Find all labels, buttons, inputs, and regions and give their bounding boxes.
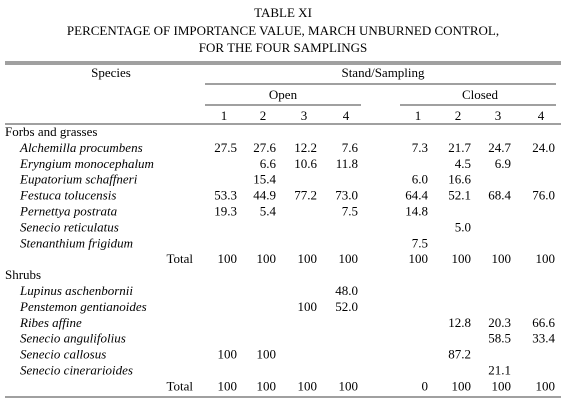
cell: 7.5 (342, 204, 358, 219)
cell: 19.3 (214, 204, 237, 219)
cell: 6.6 (260, 156, 277, 171)
total-label: Total (166, 378, 193, 393)
cell: 100 (409, 251, 429, 266)
species-name: Eryngium monocephalum (19, 156, 154, 171)
cell: 64.4 (405, 188, 428, 203)
sampling-header: 1 (221, 108, 228, 123)
cell: 7.6 (342, 140, 359, 155)
species-name: Pernettya postrata (19, 204, 118, 219)
cell: 100 (452, 378, 472, 393)
cell: 100 (536, 378, 556, 393)
column-header: Stand/Sampling (341, 65, 425, 80)
cell: 100 (257, 251, 277, 266)
cell: 44.9 (253, 188, 276, 203)
cell: 100 (536, 251, 556, 266)
cell: 77.2 (294, 188, 317, 203)
cell: 53.3 (214, 188, 237, 203)
section-header: Forbs and grasses (5, 124, 97, 139)
column-header: Species (91, 65, 131, 80)
species-name: Eupatorium schaffneri (19, 172, 138, 187)
cell: 100 (298, 251, 318, 266)
species-name: Alchemilla procumbens (19, 140, 143, 155)
cell: 5.4 (260, 204, 277, 219)
species-name: Stenanthium frigidum (20, 235, 133, 250)
cell: 52.1 (448, 188, 471, 203)
cell: 24.0 (532, 140, 555, 155)
species-name: Senecio angulifolius (20, 331, 126, 346)
cell: 100 (257, 347, 277, 362)
total-label: Total (166, 251, 193, 266)
cell: 16.6 (448, 172, 471, 187)
cell: 21.1 (488, 363, 511, 378)
cell: 5.0 (455, 219, 471, 234)
sampling-header: 1 (415, 108, 422, 123)
cell: 21.7 (448, 140, 471, 155)
sampling-header: 2 (260, 108, 267, 123)
sampling-header: 4 (343, 108, 350, 123)
cell: 12.8 (448, 315, 471, 330)
cell: 100 (218, 347, 238, 362)
sampling-header: 3 (495, 108, 502, 123)
cell: 100 (339, 378, 359, 393)
cell: 15.4 (253, 172, 276, 187)
cell: 48.0 (335, 283, 358, 298)
species-name: Penstemon gentianoides (19, 299, 147, 314)
cell: 11.8 (336, 156, 358, 171)
cell: 6.9 (495, 156, 511, 171)
table-title: TABLE XI (254, 5, 312, 20)
table-title: FOR THE FOUR SAMPLINGS (199, 40, 367, 55)
cell: 27.6 (253, 140, 276, 155)
cell: 58.5 (488, 331, 511, 346)
cell: 20.3 (488, 315, 511, 330)
cell: 10.6 (294, 156, 317, 171)
cell: 33.4 (532, 331, 555, 346)
cell: 73.0 (335, 188, 358, 203)
cell: 100 (218, 378, 238, 393)
section-header: Shrubs (5, 267, 41, 282)
cell: 27.5 (214, 140, 237, 155)
species-name: Senecio cinerarioides (20, 363, 133, 378)
cell: 12.2 (294, 140, 317, 155)
cell: 66.6 (532, 315, 555, 330)
sampling-header: 3 (301, 108, 308, 123)
cell: 76.0 (532, 188, 555, 203)
cell: 100 (298, 378, 318, 393)
cell: 52.0 (335, 299, 358, 314)
group-header: Closed (462, 87, 499, 102)
cell: 14.8 (405, 204, 428, 219)
group-header: Open (269, 87, 298, 102)
cell: 4.5 (455, 156, 471, 171)
cell: 0 (422, 378, 429, 393)
cell: 24.7 (488, 140, 511, 155)
species-name: Festuca tolucensis (19, 188, 116, 203)
species-name: Senecio reticulatus (20, 219, 119, 234)
cell: 87.2 (448, 347, 471, 362)
sampling-header: 4 (538, 108, 545, 123)
species-name: Senecio callosus (20, 347, 106, 362)
cell: 100 (492, 251, 512, 266)
cell: 100 (452, 251, 472, 266)
cell: 100 (339, 251, 359, 266)
cell: 68.4 (488, 188, 511, 203)
cell: 7.3 (412, 140, 428, 155)
cell: 7.5 (412, 235, 428, 250)
species-name: Lupinus aschenbornii (19, 283, 133, 298)
cell: 100 (492, 378, 512, 393)
cell: 100 (218, 251, 238, 266)
cell: 100 (257, 378, 277, 393)
table-title: PERCENTAGE OF IMPORTANCE VALUE, MARCH UN… (67, 23, 499, 38)
cell: 100 (298, 299, 318, 314)
sampling-header: 2 (455, 108, 462, 123)
species-name: Ribes affine (19, 315, 82, 330)
cell: 6.0 (412, 172, 428, 187)
